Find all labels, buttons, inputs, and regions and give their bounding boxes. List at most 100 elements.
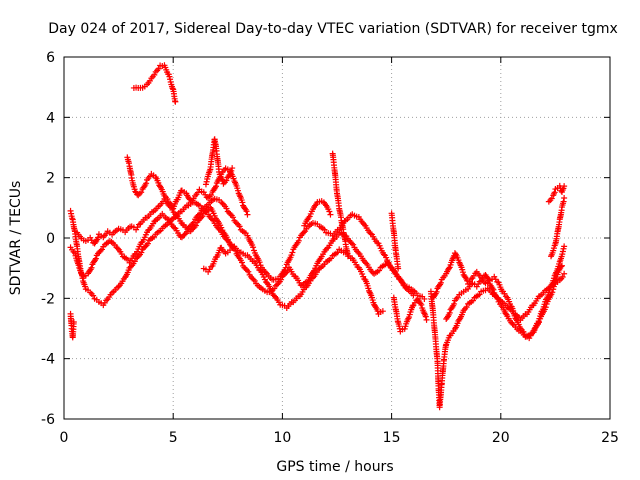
data-point <box>270 292 277 299</box>
data-point <box>361 259 368 266</box>
y-tick-label: 0 <box>46 231 55 247</box>
data-point <box>300 229 307 236</box>
data-point <box>334 249 341 256</box>
data-point <box>423 316 430 323</box>
data-marks <box>67 62 568 411</box>
data-point <box>213 183 220 190</box>
data-point <box>90 292 97 299</box>
data-point <box>297 282 304 289</box>
data-point <box>559 248 566 255</box>
data-point <box>494 295 501 302</box>
data-point <box>157 183 164 190</box>
data-point <box>372 302 379 309</box>
series-H <box>329 150 351 260</box>
data-point <box>70 319 77 326</box>
data-point <box>209 216 216 223</box>
data-point <box>344 253 351 260</box>
data-point <box>284 267 291 274</box>
x-tick-label: 0 <box>60 430 69 446</box>
y-tick-label: 2 <box>46 171 55 187</box>
data-point <box>239 199 246 206</box>
data-point <box>509 321 516 328</box>
data-point <box>223 205 230 212</box>
y-tick-label: 4 <box>46 110 55 126</box>
data-point <box>295 237 302 244</box>
y-tick-label: -2 <box>41 291 55 307</box>
data-point <box>348 240 355 247</box>
y-axis-label: SDTVAR / TECUs <box>8 181 24 296</box>
data-point <box>459 269 466 276</box>
data-point <box>278 276 285 283</box>
data-point <box>476 291 483 298</box>
data-point <box>97 247 104 254</box>
data-point <box>138 249 145 256</box>
data-point <box>445 265 452 272</box>
data-point <box>250 276 257 283</box>
data-point <box>327 211 334 218</box>
series-J <box>388 210 402 272</box>
data-point <box>242 266 249 273</box>
series-P <box>548 195 568 260</box>
data-point <box>194 189 201 196</box>
data-point <box>559 251 566 258</box>
data-point <box>243 208 250 215</box>
data-point <box>289 249 296 256</box>
series-I <box>301 198 334 229</box>
data-point <box>449 304 456 311</box>
data-point <box>350 241 357 248</box>
y-tick-label: -6 <box>41 412 55 428</box>
data-point <box>241 264 248 271</box>
data-point <box>274 281 281 288</box>
data-point <box>545 198 552 205</box>
series-D <box>124 154 251 218</box>
data-point <box>202 181 209 188</box>
x-tick-label: 10 <box>273 430 291 446</box>
data-point <box>152 68 159 75</box>
data-point <box>405 315 412 322</box>
data-point <box>451 300 458 307</box>
data-point <box>233 220 240 227</box>
data-point <box>138 189 145 196</box>
data-point <box>559 273 566 280</box>
data-point <box>251 277 258 284</box>
data-point <box>282 270 289 277</box>
data-point <box>421 295 428 302</box>
data-point <box>490 286 497 293</box>
data-point <box>366 289 373 296</box>
data-point <box>164 196 171 203</box>
data-point <box>229 165 236 172</box>
data-point <box>171 224 178 231</box>
data-point <box>226 209 233 216</box>
axis-ticks <box>63 56 611 420</box>
data-point <box>144 240 151 247</box>
data-point <box>244 267 251 274</box>
data-point <box>113 244 120 251</box>
data-point <box>245 268 252 275</box>
data-point <box>561 243 568 250</box>
series-L <box>427 270 568 411</box>
x-tick-label: 20 <box>492 430 510 446</box>
data-point <box>561 195 568 202</box>
data-point <box>151 71 158 78</box>
x-tick-label: 25 <box>601 430 619 446</box>
data-point <box>225 238 232 245</box>
data-point <box>199 213 206 220</box>
data-point <box>172 98 179 105</box>
data-point <box>198 214 205 221</box>
data-point <box>230 214 237 221</box>
x-tick-label: 5 <box>169 430 178 446</box>
data-point <box>225 173 232 180</box>
data-point <box>550 286 557 293</box>
data-point <box>454 294 461 301</box>
data-point <box>203 178 210 185</box>
data-point <box>208 191 215 198</box>
data-point <box>180 232 187 239</box>
y-tick-label: 6 <box>46 50 55 66</box>
data-point <box>92 255 99 262</box>
data-point <box>226 247 233 254</box>
data-point <box>228 167 235 174</box>
data-point <box>548 195 555 202</box>
data-point <box>71 250 78 257</box>
data-point <box>421 310 428 317</box>
